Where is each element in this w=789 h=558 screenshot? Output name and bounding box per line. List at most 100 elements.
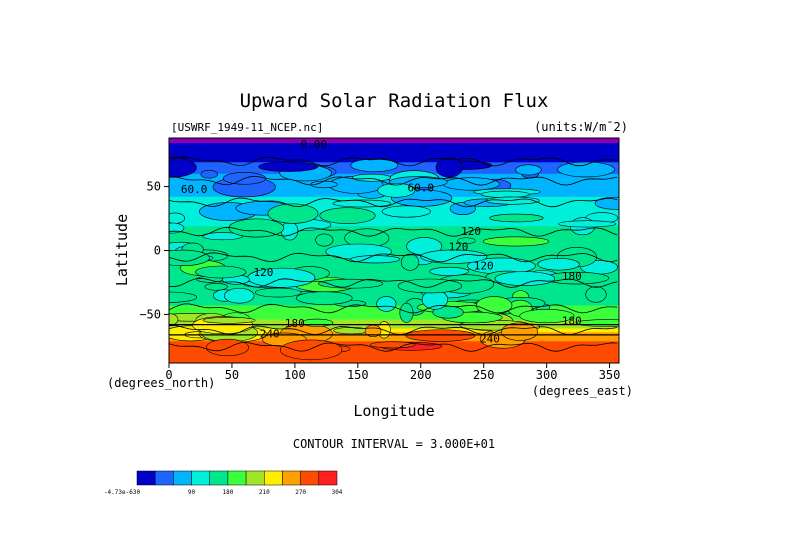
- band-row: [169, 242, 619, 245]
- contour-patch: [594, 196, 619, 210]
- contour-label: 180: [562, 315, 582, 328]
- band-row: [169, 313, 619, 316]
- band-row: [169, 339, 619, 342]
- x-tick-label: 0: [165, 368, 172, 382]
- band-row: [169, 159, 619, 162]
- contour-patch: [315, 233, 334, 247]
- contour-patch: [494, 271, 556, 286]
- contour-patch: [376, 296, 397, 312]
- contour-patch: [319, 207, 376, 224]
- band-row: [169, 354, 619, 356]
- contour-patch: [429, 266, 469, 276]
- band-row: [169, 253, 619, 255]
- band-row: [169, 204, 619, 207]
- contour-patch: [169, 157, 197, 178]
- contour-line: [169, 197, 618, 208]
- contour-patch: [489, 213, 544, 223]
- contour-line: [169, 226, 618, 237]
- band-row: [169, 222, 619, 225]
- colorbar-swatch: [173, 470, 192, 486]
- band-row: [169, 292, 619, 295]
- colorbar-swatch: [227, 470, 247, 486]
- contour-patch: [519, 308, 575, 324]
- band-row: [169, 270, 619, 273]
- band-row: [169, 290, 619, 293]
- band-row: [169, 219, 619, 222]
- band-row: [169, 140, 619, 143]
- band-row: [169, 148, 619, 151]
- band-row: [169, 361, 619, 363]
- band-row: [169, 236, 619, 239]
- band-row: [169, 316, 619, 319]
- contour-line: [169, 175, 618, 186]
- contour-patch: [457, 237, 476, 245]
- band-row: [169, 350, 619, 353]
- band-row: [169, 281, 619, 284]
- band-row: [169, 250, 619, 253]
- contour-label: 180: [562, 270, 582, 283]
- band-row: [169, 158, 619, 161]
- band-row: [169, 171, 619, 174]
- x-tick-label: 250: [473, 368, 495, 382]
- contour-patch: [557, 161, 615, 178]
- contour-line: [169, 277, 618, 288]
- band-row: [169, 325, 619, 328]
- band-row: [169, 356, 619, 359]
- band-row: [169, 320, 619, 323]
- band-row: [169, 245, 619, 248]
- band-row: [169, 328, 619, 331]
- band-row: [169, 287, 619, 290]
- band-row: [169, 152, 619, 154]
- colorbar-swatch: [154, 470, 174, 486]
- contour-patch: [206, 338, 249, 357]
- colorbar-swatch: [136, 470, 156, 486]
- contour-patch: [169, 212, 186, 224]
- band-row: [169, 138, 619, 140]
- band-row: [169, 288, 619, 291]
- contour-line: [169, 156, 618, 167]
- x-axis: 0 50 100 150 200 250 300 350: [165, 363, 620, 382]
- band-row: [169, 172, 619, 175]
- contour-line: [169, 341, 618, 352]
- contour-patch: [397, 278, 463, 294]
- colorbar-tick-label: -4.73e-630: [104, 489, 141, 496]
- band-row: [169, 314, 619, 317]
- contour-patch: [280, 221, 299, 241]
- contour-patch: [200, 169, 218, 179]
- band-row: [169, 154, 619, 157]
- contour-label: 120: [461, 225, 481, 238]
- band-row: [169, 215, 619, 218]
- band-row: [169, 226, 619, 229]
- band-row: [169, 143, 619, 145]
- y-axis: 50 0 −50: [139, 180, 169, 321]
- colorbar-tick-label: 304: [332, 489, 343, 496]
- contour-patch: [405, 329, 476, 342]
- band-row: [169, 235, 619, 238]
- contour-patch: [279, 339, 343, 361]
- y-tick-label: −50: [139, 307, 161, 321]
- contour-patch: [558, 220, 617, 228]
- y-axis-label: Latitude: [113, 214, 131, 286]
- contour-patch: [204, 282, 228, 291]
- band-row: [169, 232, 619, 235]
- contour-label: 120: [449, 241, 469, 254]
- band-row: [169, 153, 619, 156]
- band-row: [169, 319, 619, 322]
- band-row: [169, 352, 619, 355]
- contour-patch: [351, 173, 391, 182]
- band-row: [169, 336, 619, 339]
- contour-label: 60.0: [181, 183, 208, 196]
- band-row: [169, 309, 619, 312]
- contour-patch: [223, 287, 255, 304]
- band-row: [169, 218, 619, 221]
- band-row: [169, 318, 619, 321]
- band-row: [169, 338, 619, 341]
- band-row: [169, 150, 619, 153]
- band-row: [169, 255, 619, 258]
- colorbar-swatch: [245, 470, 265, 486]
- contour-patch: [400, 253, 420, 271]
- band-row: [169, 201, 619, 204]
- x-axis-label: Longitude: [353, 402, 434, 420]
- filled-contour-bands: [169, 138, 619, 363]
- contour-patch: [350, 158, 399, 172]
